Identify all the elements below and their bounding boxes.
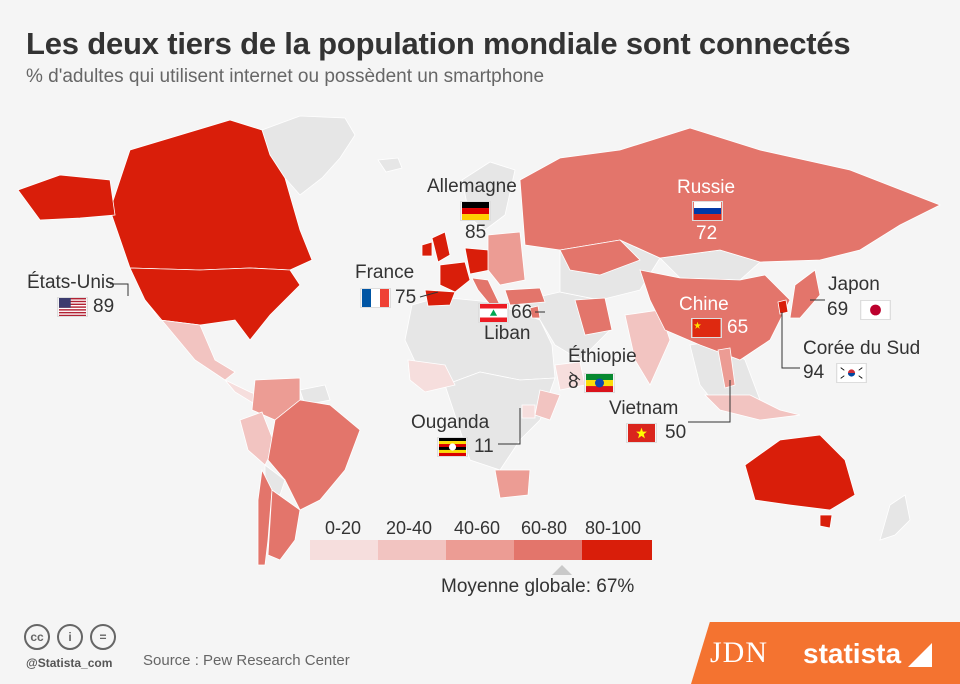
kazakhstan-shape — [559, 239, 641, 276]
leader-line-uganda — [498, 408, 521, 445]
ireland-shape — [421, 241, 433, 257]
leader-line-ethiopia — [569, 371, 581, 381]
label-germany-name: Allemagne — [427, 176, 517, 197]
india-shape — [624, 309, 671, 386]
alaska-shape — [17, 174, 116, 221]
japan-shape — [789, 269, 821, 319]
leader-line-korea — [781, 312, 800, 369]
guianas-shape — [299, 384, 331, 406]
china-flag-icon — [691, 318, 722, 338]
label-liban-value: 66 — [511, 302, 533, 323]
label-france-name: France — [355, 262, 415, 283]
uk-shape — [431, 231, 451, 263]
no-derivatives-icon: = — [90, 624, 116, 650]
leader-line-vietnam — [688, 380, 731, 423]
creative-commons-icons: cc i = — [24, 624, 123, 650]
label-vietnam-value: 50 — [665, 422, 687, 443]
legend-swatch-60-80 — [514, 540, 582, 560]
legend-label-40-60: 40-60 — [454, 518, 501, 538]
label-ethiopia-name: Éthiopie — [568, 346, 637, 367]
label-china-name: Chine — [679, 294, 729, 315]
germany-flag-icon — [460, 201, 491, 221]
average-marker-icon — [552, 565, 572, 575]
uganda-shape — [521, 404, 536, 419]
east-africa-shape — [534, 389, 561, 421]
label-korea-value: 94 — [803, 362, 825, 383]
south-korea-flag-icon — [836, 363, 867, 383]
statista-handle: @Statista_com — [26, 656, 113, 670]
label-japan-value: 69 — [827, 299, 849, 320]
attribution-icon: i — [57, 624, 83, 650]
label-vietnam-name: Vietnam — [609, 398, 679, 419]
uganda-flag-icon — [437, 437, 468, 457]
iran-shape — [574, 297, 613, 336]
vietnam-flag-icon — [626, 423, 657, 443]
legend-label-20-40: 20-40 — [386, 518, 433, 538]
leader-line-france — [419, 291, 439, 298]
global-average-label: Moyenne globale: 67% — [441, 576, 635, 597]
australia-shape — [744, 434, 856, 511]
label-usa-value: 89 — [93, 296, 115, 317]
label-germany-value: 85 — [465, 222, 487, 243]
west-africa-shape — [407, 359, 456, 393]
statista-logo: statista — [803, 638, 902, 669]
turkey-shape — [504, 287, 546, 306]
label-ethiopia-value: 8 — [568, 372, 579, 393]
label-russia-name: Russie — [677, 177, 736, 198]
france-flag-icon — [360, 288, 391, 308]
legend-swatch-20-40 — [378, 540, 446, 560]
legend-swatch-0-20 — [310, 540, 378, 560]
china-shape — [639, 269, 791, 361]
us-flag-icon — [57, 297, 88, 317]
tasmania-shape — [819, 514, 833, 529]
russia-flag-icon — [692, 201, 723, 221]
page-subtitle: % d'adultes qui utilisent internet ou po… — [26, 66, 545, 87]
label-usa-name: États-Unis — [27, 272, 115, 293]
ethiopia-shape — [554, 361, 586, 391]
brazil-shape — [267, 399, 361, 511]
label-uganda-value: 11 — [474, 436, 494, 457]
south-korea-shape — [777, 299, 789, 315]
argentina-shape — [267, 489, 301, 561]
legend-swatch-80-100 — [582, 540, 652, 560]
indonesia-shape — [704, 394, 801, 421]
legend-label-0-20: 0-20 — [325, 518, 362, 538]
new-zealand-shape — [879, 494, 911, 541]
japan-flag-icon — [860, 300, 891, 320]
legend-label-80-100: 80-100 — [585, 518, 642, 538]
mexico-shape — [144, 299, 236, 381]
south-africa-shape — [494, 469, 531, 499]
source-text: Source : Pew Research Center — [143, 652, 350, 669]
usa-shape — [129, 267, 301, 341]
germany-shape — [464, 247, 491, 275]
jdn-logo: JDN — [710, 636, 769, 669]
iceland-shape — [377, 157, 403, 173]
spain-shape — [424, 289, 456, 307]
label-russia-value: 72 — [696, 223, 718, 244]
page-title: Les deux tiers de la population mondiale… — [26, 26, 851, 61]
legend-swatch-40-60 — [446, 540, 514, 560]
lebanon-flag-icon — [478, 303, 509, 323]
label-liban-name: Liban — [484, 323, 531, 344]
legend-label-60-80: 60-80 — [521, 518, 568, 538]
eastern-europe-shape — [487, 231, 526, 286]
label-japan-name: Japon — [828, 274, 880, 295]
label-korea-name: Corée du Sud — [803, 338, 921, 359]
cc-icon: cc — [24, 624, 50, 650]
leader-line-usa — [110, 283, 129, 296]
ethiopia-flag-icon — [584, 373, 615, 393]
label-france-value: 75 — [395, 287, 417, 308]
vietnam-shape — [717, 347, 736, 389]
label-uganda-name: Ouganda — [411, 412, 490, 433]
brand-bar — [691, 622, 960, 684]
france-shape — [439, 261, 471, 293]
label-china-value: 65 — [727, 317, 749, 338]
